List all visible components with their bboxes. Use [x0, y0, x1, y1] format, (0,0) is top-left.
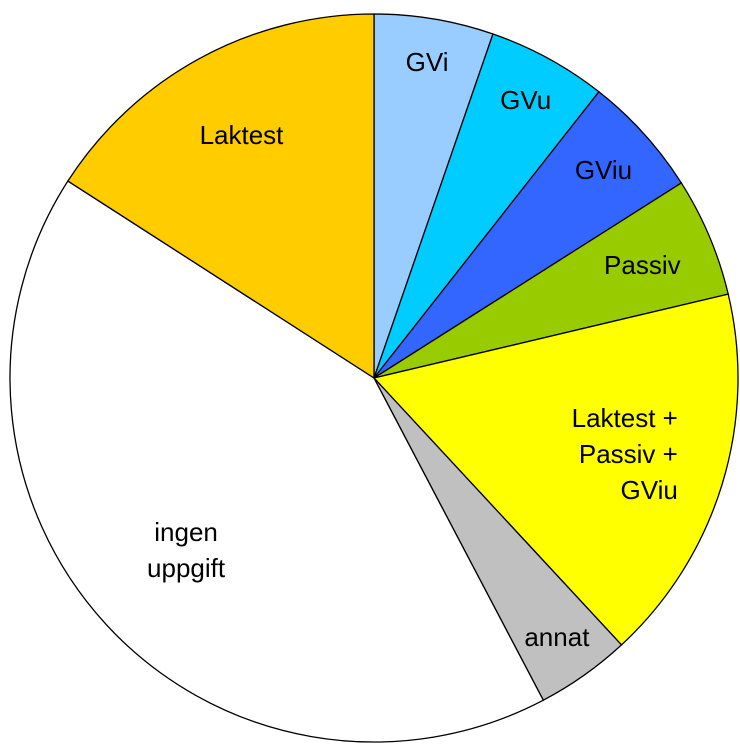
pie-slice: [372, 293, 739, 646]
slice-label: annat: [524, 621, 590, 652]
slice-label: GVu: [500, 85, 552, 115]
slice-label: Laktest: [199, 120, 284, 151]
slice-label: Laktest + Passiv + GViu: [571, 403, 678, 506]
pie-slice: [9, 180, 545, 743]
pie-slice: [66, 13, 375, 380]
slice-label: GViu: [574, 155, 633, 186]
slice-label: Passiv: [604, 249, 681, 280]
slice-label: GVi: [405, 47, 449, 78]
slice-label: ingen uppgift: [147, 517, 226, 584]
